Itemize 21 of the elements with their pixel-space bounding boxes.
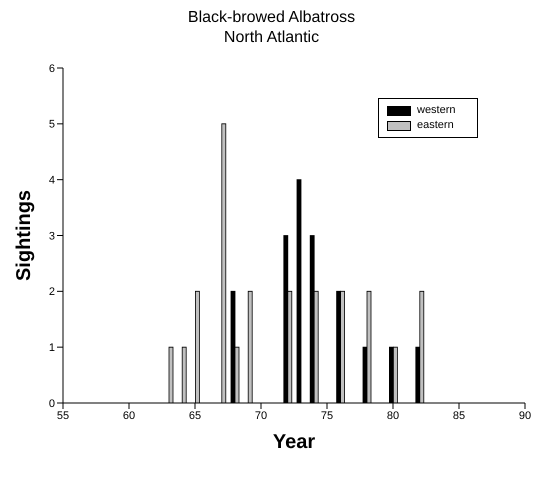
x-tick-label: 65 xyxy=(188,410,202,422)
y-tick-label: 5 xyxy=(48,118,55,131)
x-tick-label: 85 xyxy=(452,410,466,422)
legend-label: western xyxy=(417,103,456,118)
x-tick-label: 80 xyxy=(386,410,400,422)
legend-label: eastern xyxy=(417,118,454,133)
y-tick-label: 6 xyxy=(48,62,55,75)
x-tick-label: 90 xyxy=(518,410,532,422)
y-tick-label: 3 xyxy=(48,230,55,242)
x-tick-label: 55 xyxy=(56,410,70,422)
x-axis-title: Year xyxy=(272,431,316,453)
y-tick-label: 4 xyxy=(48,174,55,187)
y-tick-label: 0 xyxy=(48,398,55,410)
x-tick-label: 70 xyxy=(254,410,268,422)
chart-title: Black-browed Albatross xyxy=(186,8,356,28)
x-tick-label: 75 xyxy=(320,410,334,422)
x-tick-label: 60 xyxy=(122,410,136,422)
y-tick-label: 1 xyxy=(48,342,55,354)
chart-subtitle: North Atlantic xyxy=(222,28,320,48)
y-tick-label: 2 xyxy=(48,286,55,298)
y-axis-title: Sightings xyxy=(13,190,36,282)
